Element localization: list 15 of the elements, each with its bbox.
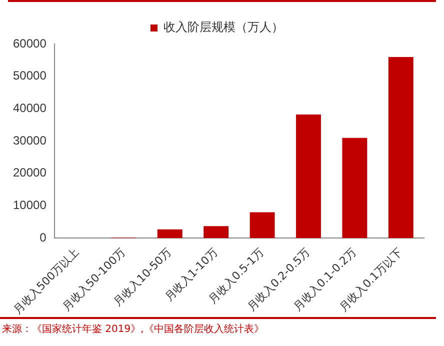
y-tick-label: 10000 [12,198,47,212]
source-note: 来源：《国家统计年鉴 2019》,《中国各阶层收入统计表》 [2,322,264,336]
y-tick-label: 20000 [12,166,47,180]
bar [157,229,182,238]
y-tick-label: 40000 [12,101,47,116]
y-tick-label: 50000 [12,68,47,83]
bar [296,114,321,238]
bar [204,226,229,238]
bar [250,212,275,238]
bar [388,56,414,238]
y-tick-label: 0 [40,230,47,244]
bar [342,138,368,238]
y-tick-label: 60000 [12,36,47,50]
legend-label: 收入阶层规模（万人） [164,20,284,34]
y-tick-label: 30000 [12,133,47,148]
